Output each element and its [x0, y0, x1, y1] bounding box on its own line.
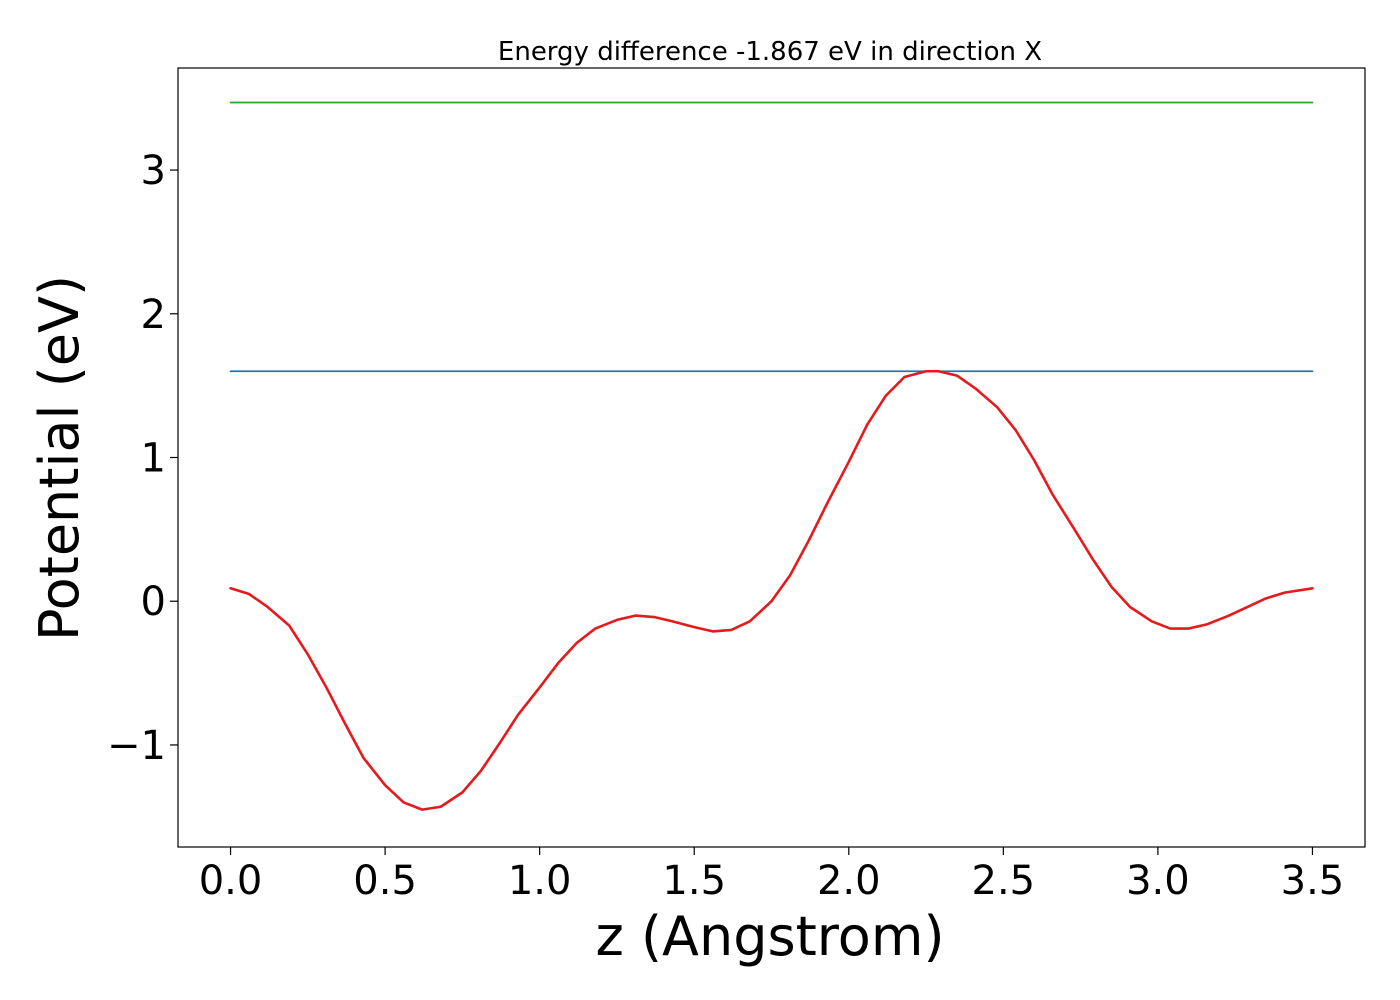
x-axis: 0.0 0.5 1.0 1.5 2.0 2.5 3.0 3.5 — [199, 847, 1345, 904]
x-tick-label: 1.0 — [508, 858, 572, 904]
x-tick-label: 2.5 — [972, 858, 1036, 904]
y-tick-label: 1 — [141, 436, 166, 482]
y-axis: −1 0 1 2 3 — [107, 148, 178, 769]
series-layer — [229, 101, 1314, 811]
plot-frame — [177, 67, 1366, 848]
series-line-2 — [229, 369, 1314, 811]
y-tick-label: 2 — [141, 292, 166, 338]
y-tick-label: 3 — [141, 148, 166, 194]
chart-title: Energy difference -1.867 eV in direction… — [498, 37, 1042, 67]
x-tick-label: 0.5 — [353, 858, 417, 904]
x-tick-label: 0.0 — [199, 858, 263, 904]
x-tick-label: 1.5 — [662, 858, 726, 904]
y-axis-label: Potential (eV) — [28, 275, 91, 641]
y-tick-label: 0 — [141, 579, 166, 625]
x-tick-label: 2.0 — [817, 858, 881, 904]
x-tick-label: 3.5 — [1281, 858, 1345, 904]
y-tick-label: −1 — [107, 723, 166, 769]
x-tick-label: 3.0 — [1126, 858, 1190, 904]
x-axis-label: z (Angstrom) — [595, 905, 944, 968]
